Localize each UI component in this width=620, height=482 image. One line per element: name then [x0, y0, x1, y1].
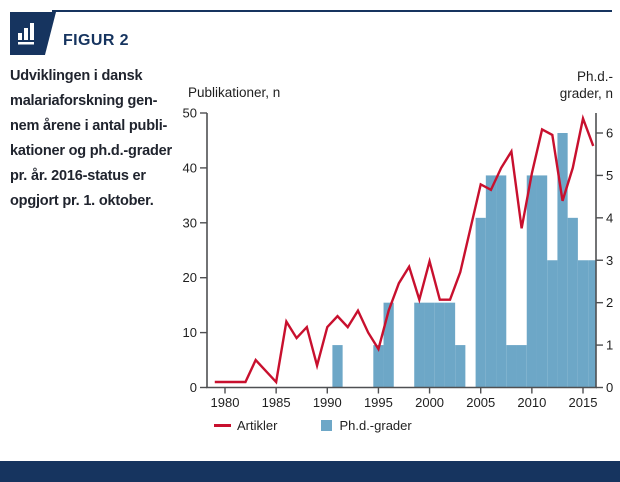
bar-phd-2001: [434, 302, 445, 388]
right-axis-title: Ph.d.- grader, n: [559, 69, 613, 101]
left-tick-label: 10: [183, 325, 197, 340]
x-tick-label: 1995: [364, 395, 393, 410]
right-tick-label: 4: [606, 210, 613, 225]
bottom-bar: [0, 461, 620, 482]
x-tick-label: 2000: [415, 395, 444, 410]
bar-phd-1996: [383, 302, 394, 388]
x-tick-label: 2015: [569, 395, 598, 410]
bar-phd-2012: [547, 260, 558, 388]
legend-item-phd: Ph.d.-grader: [321, 418, 412, 433]
bar-phd-2014: [567, 217, 578, 388]
left-axis-title: Publikationer, n: [188, 85, 281, 100]
artikler-line-swatch: [214, 424, 231, 427]
right-tick-label: 0: [606, 380, 613, 395]
left-tick-label: 50: [183, 106, 197, 121]
bar-phd-1995: [373, 345, 384, 388]
legend-item-artikler: Artikler: [214, 418, 277, 433]
artikler-line: [214, 114, 595, 385]
figure-label: FIGUR 2: [63, 32, 129, 49]
left-tick-label: 30: [183, 215, 197, 230]
x-tick-label: 1990: [313, 395, 342, 410]
bar-phd-2005: [475, 217, 486, 388]
bar-phd-2009: [516, 345, 527, 388]
right-tick-label: 5: [606, 168, 613, 183]
bar-phd-2000: [424, 302, 435, 388]
bar-phd-2003: [455, 345, 466, 388]
phd-square-swatch: [321, 420, 333, 431]
bar-phd-2015: [577, 260, 589, 388]
legend-label-artikler: Artikler: [237, 418, 278, 433]
legend: Artikler Ph.d.-grader: [214, 418, 412, 433]
bar-phd-2016: [588, 260, 596, 388]
top-rule: [52, 10, 612, 12]
bar-phd-2007: [496, 175, 507, 388]
bar-phd-1991: [332, 345, 343, 388]
x-tick-label: 1985: [262, 395, 291, 410]
right-tick-label: 3: [606, 253, 613, 268]
bar-phd-2010: [526, 175, 537, 388]
x-tick-label: 1980: [211, 395, 240, 410]
right-tick-label: 6: [606, 126, 613, 141]
x-tick-label: 2010: [517, 395, 546, 410]
left-tick-label: 20: [183, 270, 197, 285]
bar-phd-2013: [557, 133, 568, 388]
bar-phd-1999: [414, 302, 425, 388]
right-tick-label: 2: [606, 295, 613, 310]
bar-phd-2011: [536, 175, 548, 388]
x-tick-label: 2005: [466, 395, 495, 410]
right-tick-label: 1: [606, 338, 613, 353]
bar-phd-2006: [485, 175, 497, 388]
bar-phd-2008: [506, 345, 517, 388]
legend-label-phd: Ph.d.-grader: [339, 418, 412, 433]
left-tick-label: 40: [183, 160, 197, 175]
figure-caption: Udviklingen i dansk malariaforskning gen…: [10, 68, 172, 209]
bar-phd-2002: [444, 302, 456, 388]
bar-chart-icon: [18, 23, 34, 45]
left-tick-label: 0: [190, 380, 197, 395]
